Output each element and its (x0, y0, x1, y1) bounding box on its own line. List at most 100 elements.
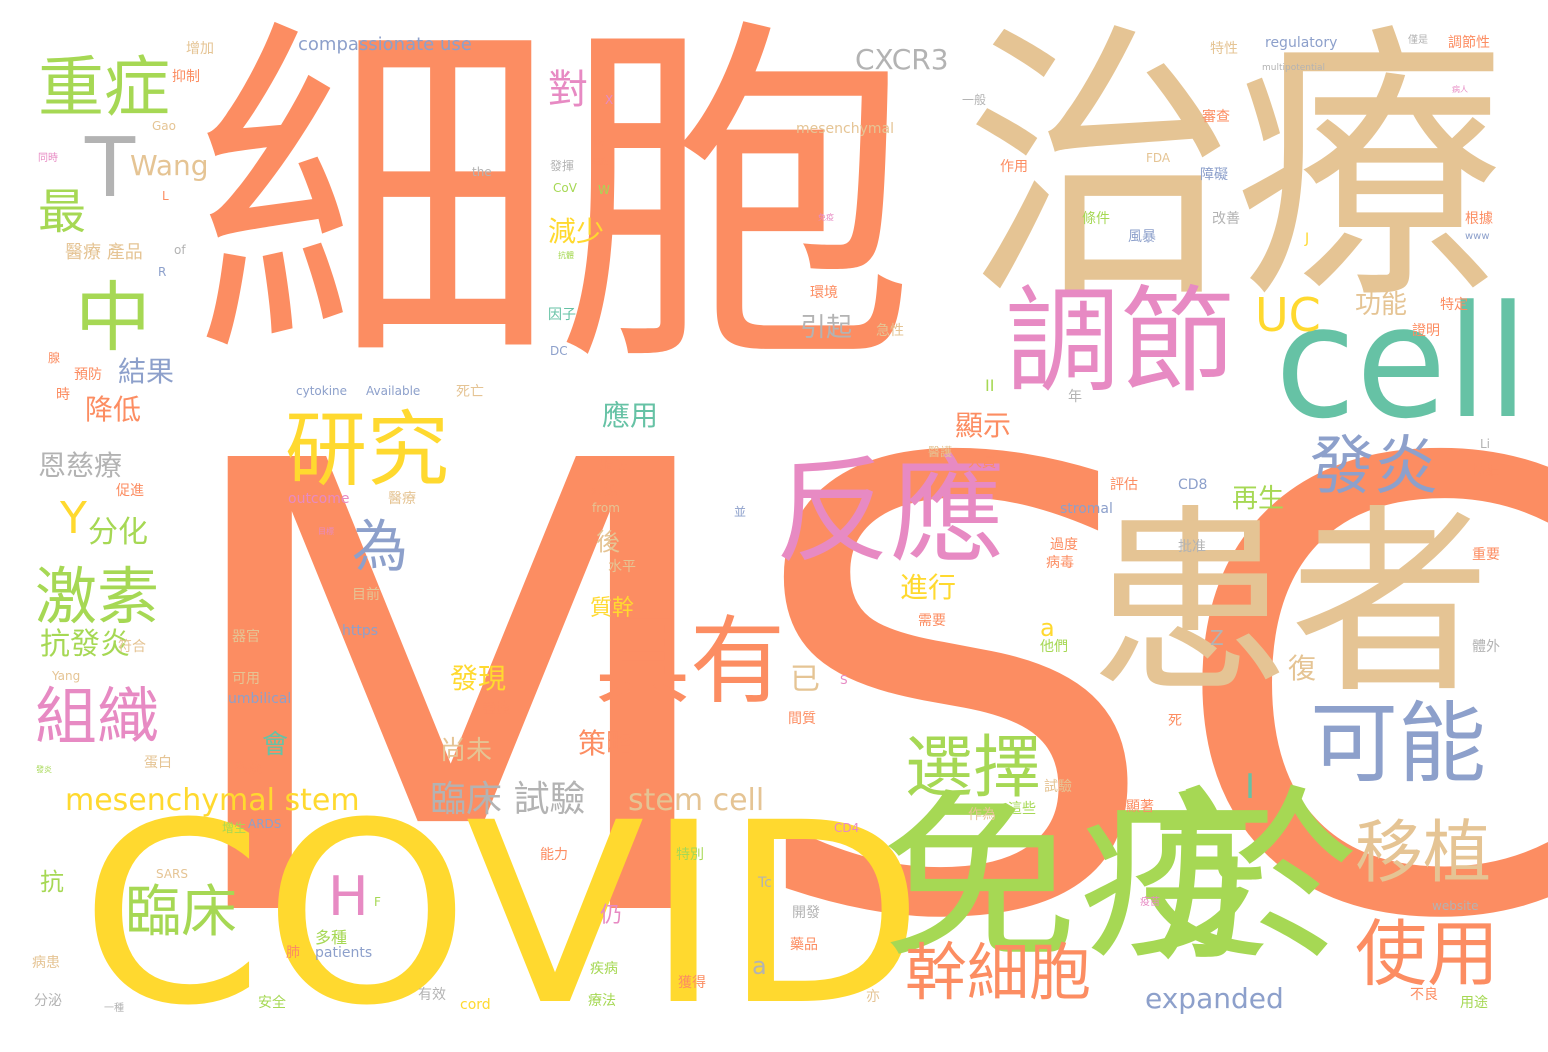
cloud-word-secrete: 分泌 (34, 993, 62, 1009)
cloud-word-sick: 病患 (32, 955, 60, 971)
cloud-word-decrease: 減少 (548, 215, 605, 248)
cloud-word-after: 後 (596, 528, 620, 556)
cloud-word-i: I (1245, 767, 1256, 807)
cloud-word-feature: 特性 (1210, 41, 1238, 57)
cloud-word-various: 多種 (315, 928, 348, 947)
cloud-word-multipotential: multipotential (1262, 63, 1326, 73)
cloud-word-these: 這些 (1008, 801, 1036, 817)
cloud-word-wang: Wang (130, 149, 209, 182)
cloud-word-review: 審查 (1202, 109, 1230, 125)
cloud-word-acute: 急性 (876, 323, 904, 339)
cloud-word-outcome: outcome (288, 491, 350, 507)
cloud-word-condition: 條件 (1082, 211, 1110, 227)
cloud-word-ability: 能力 (540, 847, 568, 863)
cloud-word-li: Li (1480, 437, 1491, 451)
cloud-word-protein: 蛋白 (144, 755, 172, 771)
cloud-word-system: 系統 (234, 761, 262, 777)
cloud-word-anti-inflammation: 抗發炎 (40, 627, 130, 662)
cloud-word-antibody: 抗體 (558, 251, 574, 260)
cloud-word-trial: 試驗 (1044, 779, 1072, 795)
cloud-word-target: 目標 (318, 527, 334, 536)
cloud-word-f: F (374, 895, 381, 909)
cloud-word-not-yet: 尚未 (440, 736, 493, 766)
cloud-word-inflammation-tiny: 發炎 (36, 765, 52, 774)
cloud-word-regulate: 調節 (1005, 275, 1236, 409)
cloud-word-simultaneously: 同時 (38, 153, 58, 164)
cloud-word-effective: 有效 (418, 987, 446, 1003)
cloud-word-virus: 病毒 (1046, 555, 1074, 571)
cloud-word-gao: Gao (152, 119, 176, 133)
cloud-word-h: H (328, 865, 369, 928)
cloud-word-anti: 抗 (40, 868, 64, 896)
cloud-word-severe: 重症 (38, 49, 170, 126)
cloud-word-continue: 持續 (1472, 463, 1500, 479)
cloud-word-therapy: 治療 (965, 1, 1505, 338)
cloud-word-hormone: 激素 (35, 560, 160, 633)
cloud-word-l: L (162, 189, 169, 203)
cloud-word-y: Y (60, 493, 87, 544)
cloud-word-develop: 開發 (792, 905, 820, 921)
cloud-word-inflammation: 發炎 (1310, 430, 1438, 504)
cloud-word-use: 使用 (1355, 912, 1500, 996)
cloud-word-most: 最 (38, 184, 87, 240)
cloud-word-dc: DC (550, 344, 568, 358)
cloud-word-medical-product: 醫療 產品 (65, 242, 143, 263)
cloud-word-prevent: 預防 (74, 367, 102, 383)
cloud-word-regenerate: 再生 (1232, 484, 1285, 514)
cloud-word-and: 並 (734, 505, 747, 519)
cloud-word-factor: 因子 (548, 307, 576, 323)
cloud-word-tc: Tc (758, 875, 772, 891)
cloud-word-cd8: CD8 (1178, 477, 1208, 493)
cloud-word-strategy: 策略 (578, 727, 635, 760)
cloud-word-repair: 修 (592, 135, 605, 149)
cloud-word-adverse: 不良 (1410, 987, 1438, 1003)
cloud-word-ii: II (985, 376, 995, 395)
cloud-word-safe: 安全 (258, 995, 286, 1011)
cloud-word-cell-tiny: 細胞 (592, 157, 608, 166)
cloud-word-year: 年 (1068, 389, 1082, 405)
cloud-word-gland: 腺 (48, 351, 61, 365)
cloud-word-stem-cell: stem cell (628, 783, 765, 818)
cloud-word-death: 死亡 (456, 384, 484, 400)
cloud-word-sars: SARS (156, 867, 189, 881)
cloud-word-the: the (472, 165, 492, 179)
cloud-word-mesenchymal: mesenchymal (796, 121, 894, 137)
cloud-word-stromal: stromal (1060, 501, 1113, 517)
cloud-word-t: T (85, 121, 136, 216)
cloud-word-www: www (1465, 231, 1490, 242)
cloud-word-effect: 作用 (1000, 159, 1028, 175)
cloud-word-in-vitro: 體外 (1472, 639, 1500, 655)
cloud-word-source: 來源 (590, 483, 618, 499)
cloud-word-a: a (1040, 614, 1055, 642)
cloud-word-usable: 可用 (232, 671, 260, 687)
cloud-word-obtain: 獲得 (678, 975, 706, 991)
cloud-word-drug: 藥品 (790, 937, 818, 953)
cloud-word-level: 水平 (608, 559, 636, 575)
cloud-word-also: 亦 (866, 989, 880, 1005)
cloud-word-a-small: a (752, 952, 767, 980)
cloud-word-proceed: 進行 (900, 571, 957, 604)
cloud-word-proliferate: 增生 (222, 821, 247, 835)
cloud-word-cov: CoV (553, 181, 577, 195)
cloud-word-only: 僅是 (1408, 35, 1428, 46)
cloud-word-differentiate: 分化 (88, 515, 148, 550)
cloud-word-to: 對 (548, 67, 588, 113)
cloud-word-cell-en: cell (1275, 272, 1529, 453)
cloud-word-vaccine: 疫苗 (1140, 897, 1160, 908)
cloud-word-patient: 患者 (1090, 488, 1491, 721)
cloud-word-exert: 發揮 (550, 159, 575, 173)
cloud-word-evaluate: 評估 (1110, 477, 1138, 493)
cloud-word-immune-tiny: 免疫 (818, 213, 834, 222)
cloud-word-of: of (174, 243, 186, 257)
cloud-word-at: 於 (1150, 769, 1360, 990)
cloud-word-organ: 器官 (232, 629, 260, 645)
cloud-word-conform: 符合 (118, 639, 146, 655)
cloud-word-environment: 環境 (810, 285, 838, 301)
cloud-word-reduce: 降低 (85, 393, 142, 426)
cloud-word-umbilical: umbilical (228, 691, 292, 707)
cloud-word-w: W (598, 183, 610, 197)
cloud-word-function: 功能 (1355, 290, 1408, 320)
cloud-word-lung: 肺 (286, 945, 300, 961)
cloud-word-storm: 風暴 (1128, 229, 1156, 245)
